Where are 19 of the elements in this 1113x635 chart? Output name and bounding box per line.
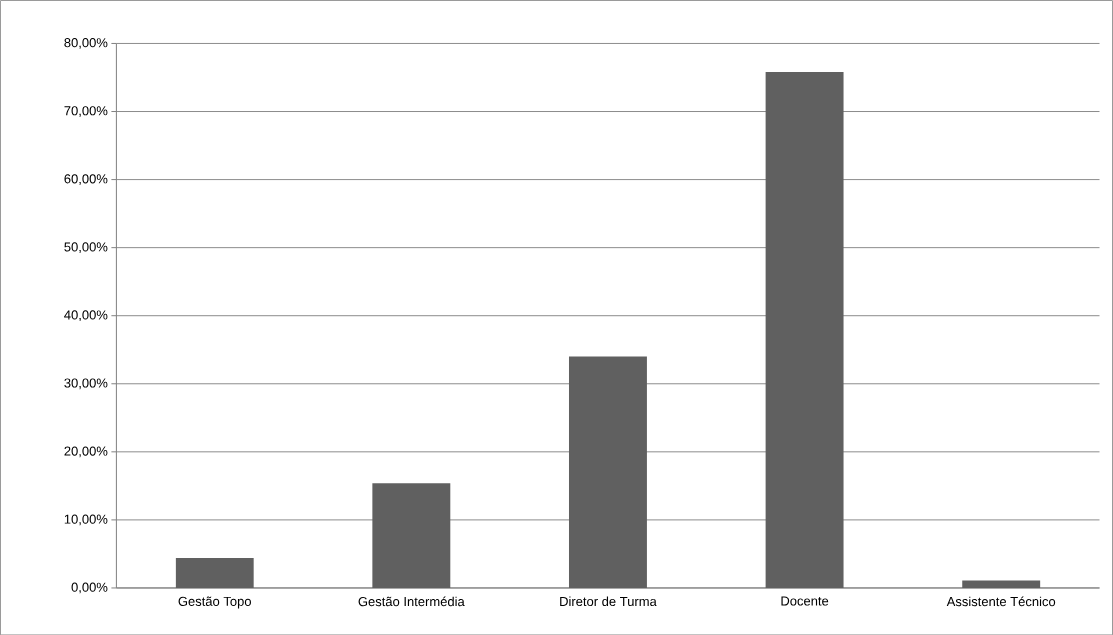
x-tick-label: Gestão Topo	[178, 596, 251, 609]
bar	[372, 482, 451, 588]
x-tick-label: Docente	[781, 596, 829, 606]
y-tick-label: 70,00%	[64, 105, 108, 117]
bar	[175, 557, 254, 588]
x-tick-label: Assistente Técnico	[946, 596, 1056, 606]
x-tick-label: Gestão Intermédia	[358, 596, 465, 606]
y-tick-label: 80,00%	[64, 37, 108, 49]
x-tick-label: Diretor de Turma	[560, 596, 657, 606]
bar	[962, 580, 1041, 588]
y-tick-label: 60,00%	[64, 174, 108, 185]
bar	[765, 71, 844, 588]
y-tick-label: 10,00%	[64, 514, 108, 526]
y-tick-label: 30,00%	[64, 378, 108, 389]
y-tick-label: 40,00%	[64, 310, 108, 321]
bar	[568, 356, 647, 588]
y-tick-label: 50,00%	[64, 242, 108, 253]
y-tick-label: 20,00%	[64, 446, 108, 457]
y-tick-label: 0,00%	[71, 582, 108, 594]
